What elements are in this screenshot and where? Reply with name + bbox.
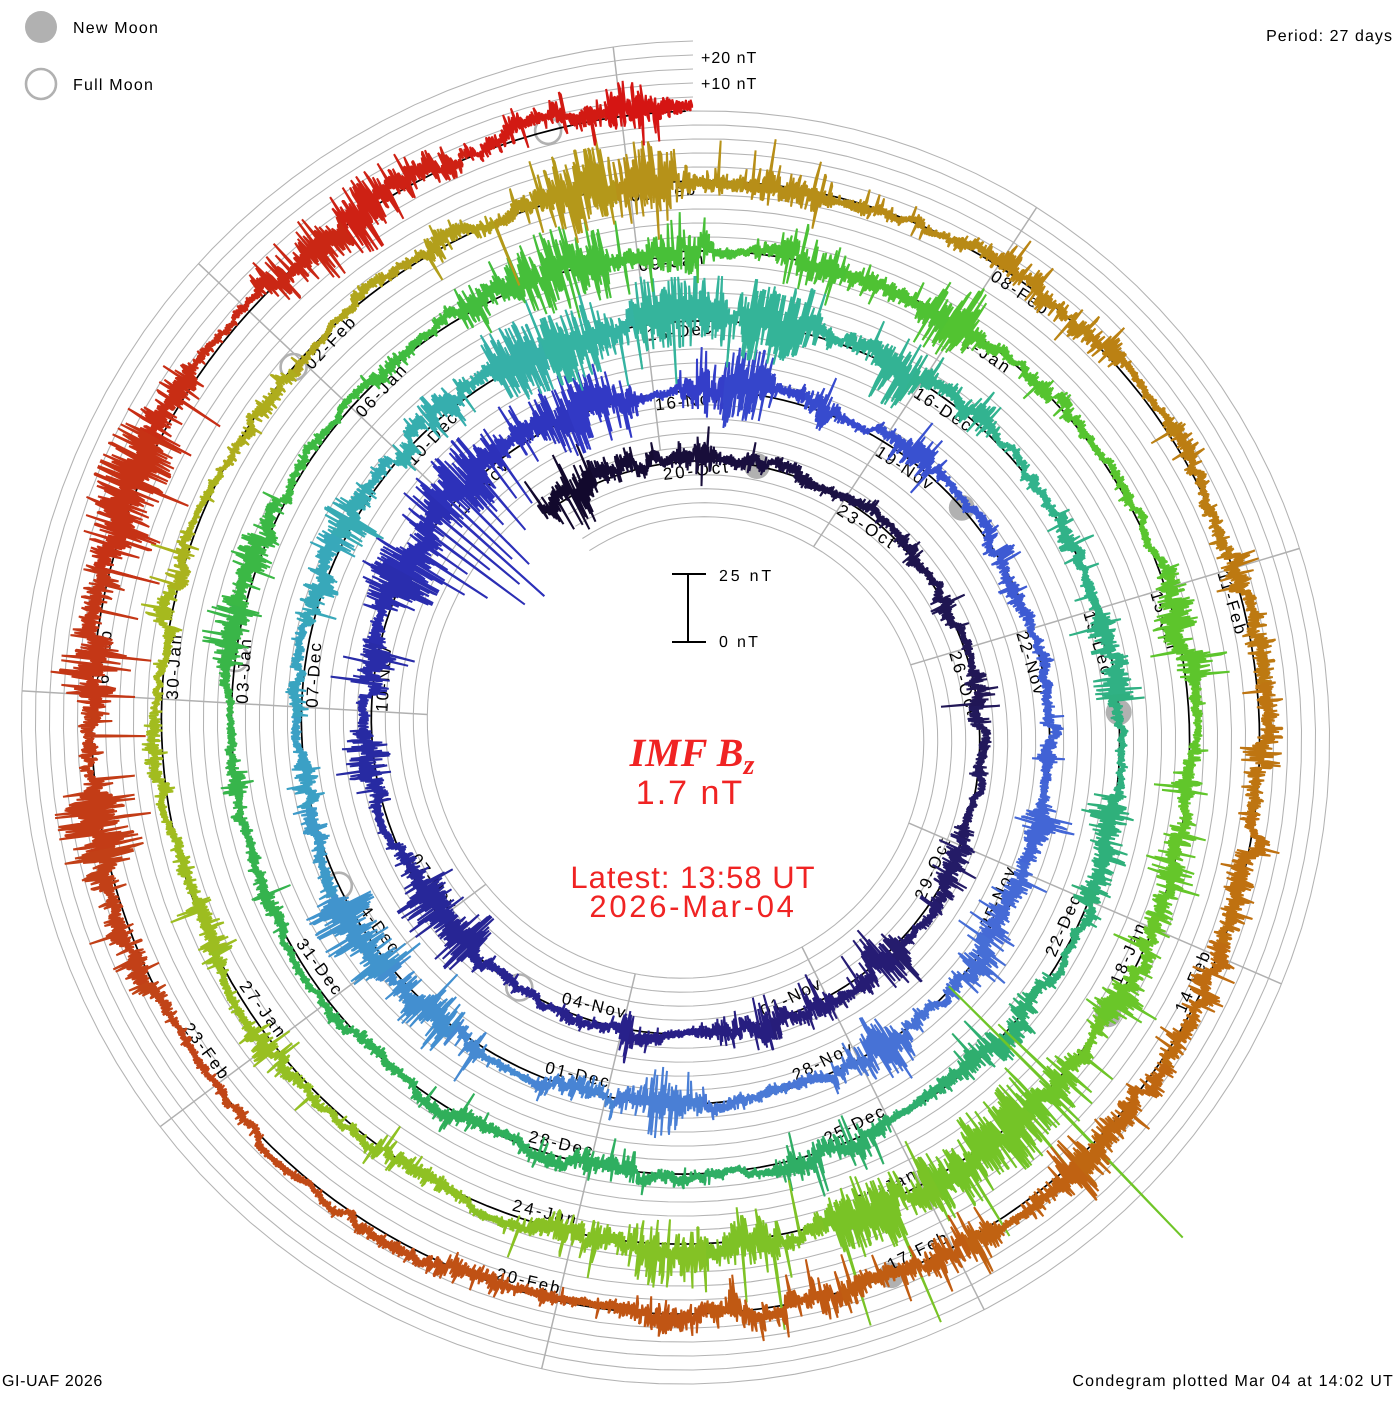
svg-text:New Moon: New Moon	[73, 20, 159, 37]
svg-text:Condegram plotted Mar 04 at 14: Condegram plotted Mar 04 at 14:02 UT	[1072, 1373, 1394, 1390]
svg-text:GI-UAF 2026: GI-UAF 2026	[2, 1373, 103, 1390]
svg-text:Latest: 13:58 UT: Latest: 13:58 UT	[570, 860, 815, 895]
svg-text:25 nT: 25 nT	[719, 568, 774, 585]
svg-text:IMF Bz: IMF Bz	[629, 730, 755, 781]
svg-text:03-Jan: 03-Jan	[233, 637, 256, 704]
svg-text:0 nT: 0 nT	[719, 634, 760, 651]
svg-text:1.7 nT: 1.7 nT	[636, 774, 744, 812]
svg-text:07-Dec: 07-Dec	[303, 641, 326, 708]
svg-text:2026-Mar-04: 2026-Mar-04	[589, 889, 796, 924]
svg-text:+20 nT: +20 nT	[701, 50, 757, 67]
svg-text:Full Moon: Full Moon	[73, 77, 154, 94]
svg-text:Period: 27 days: Period: 27 days	[1266, 28, 1393, 45]
svg-text:+10 nT: +10 nT	[701, 76, 757, 93]
